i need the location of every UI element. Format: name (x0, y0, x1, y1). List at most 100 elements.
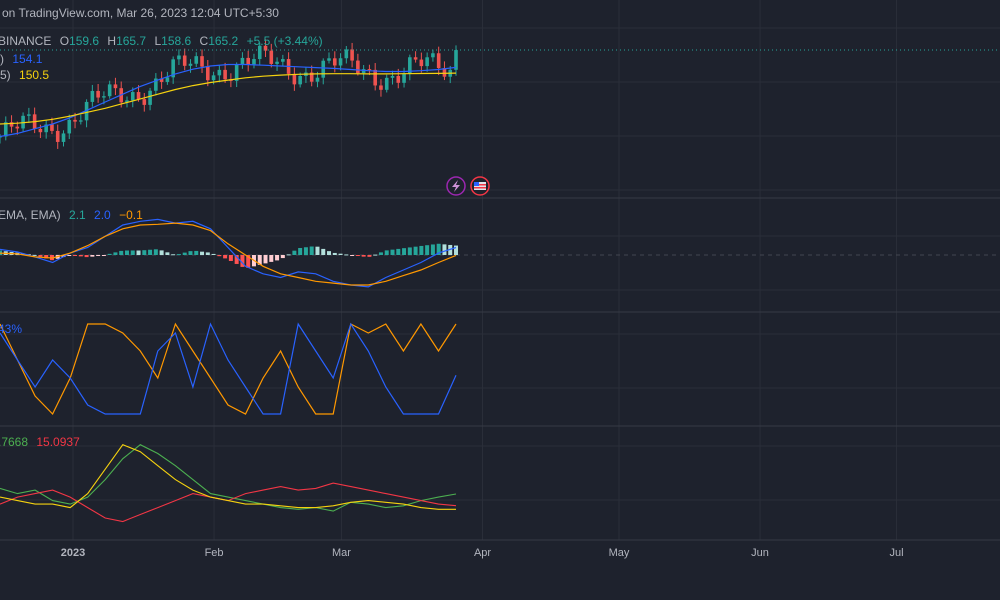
candle-body[interactable] (257, 45, 262, 60)
candle-body[interactable] (211, 75, 216, 81)
macd-hist-bar[interactable] (188, 251, 193, 255)
candle-body[interactable] (96, 90, 100, 98)
macd-hist-bar[interactable] (442, 244, 447, 255)
dmi-panel[interactable] (0, 444, 457, 523)
macd-hist-bar[interactable] (436, 243, 441, 255)
macd-hist-bar[interactable] (228, 255, 233, 261)
macd-hist-bar[interactable] (292, 250, 297, 255)
candle-body[interactable] (50, 124, 54, 131)
macd-hist-bar[interactable] (269, 255, 274, 262)
candle-body[interactable] (165, 77, 170, 82)
macd-hist-bar[interactable] (430, 244, 435, 255)
candle-body[interactable] (3, 122, 8, 137)
macd-hist-bar[interactable] (419, 245, 424, 255)
candle-body[interactable] (361, 69, 366, 74)
macd-hist-bar[interactable] (205, 252, 210, 255)
candle-body[interactable] (292, 73, 297, 85)
candle-body[interactable] (136, 92, 141, 100)
macd-hist-bar[interactable] (327, 251, 332, 255)
candle-body[interactable] (15, 126, 20, 129)
macd-hist-bar[interactable] (390, 249, 395, 255)
candle-body[interactable] (321, 60, 326, 78)
macd-hist-bar[interactable] (355, 255, 360, 256)
macd-hist-bar[interactable] (200, 251, 205, 255)
macd-hist-bar[interactable] (315, 246, 320, 255)
candle-body[interactable] (194, 56, 199, 64)
macd-hist-bar[interactable] (223, 255, 228, 259)
candle-body[interactable] (425, 57, 429, 67)
candle-body[interactable] (217, 69, 222, 76)
candle-body[interactable] (281, 59, 285, 62)
candle-body[interactable] (390, 75, 395, 78)
candle-body[interactable] (9, 122, 14, 127)
macd-hist-bar[interactable] (298, 247, 303, 255)
candle-body[interactable] (315, 77, 320, 82)
macd-hist-bar[interactable] (84, 255, 89, 258)
candle-body[interactable] (402, 73, 406, 83)
candle-body[interactable] (55, 130, 60, 142)
macd-hist-bar[interactable] (73, 255, 78, 256)
candle-body[interactable] (263, 45, 268, 51)
macd-hist-bar[interactable] (332, 252, 337, 255)
candle-body[interactable] (67, 119, 72, 134)
candle-body[interactable] (408, 57, 412, 74)
macd-hist-bar[interactable] (165, 252, 170, 255)
macd-hist-bar[interactable] (153, 249, 158, 255)
candle-body[interactable] (177, 55, 181, 60)
candle-body[interactable] (73, 119, 77, 122)
macd-hist-bar[interactable] (90, 255, 95, 257)
candle-body[interactable] (298, 75, 302, 85)
event-badges[interactable] (446, 176, 490, 196)
macd-hist-bar[interactable] (119, 250, 124, 255)
candle-body[interactable] (344, 49, 349, 59)
macd-hist-bar[interactable] (234, 255, 239, 264)
macd-hist-bar[interactable] (107, 253, 112, 255)
macd-panel[interactable] (0, 218, 1000, 288)
candle-body[interactable] (130, 92, 135, 101)
candle-body[interactable] (102, 96, 106, 98)
candle-body[interactable] (396, 75, 401, 83)
macd-hist-bar[interactable] (344, 254, 349, 256)
price-panel[interactable] (0, 39, 1000, 149)
macd-hist-bar[interactable] (373, 254, 378, 256)
candle-body[interactable] (171, 59, 175, 78)
macd-hist-bar[interactable] (44, 255, 49, 259)
macd-hist-bar[interactable] (176, 254, 181, 256)
candle-body[interactable] (0, 136, 2, 138)
candle-body[interactable] (148, 90, 152, 105)
macd-hist-bar[interactable] (286, 254, 291, 256)
candle-body[interactable] (275, 61, 279, 64)
candle-body[interactable] (252, 59, 256, 65)
candle-body[interactable] (142, 99, 147, 105)
candle-body[interactable] (413, 57, 418, 60)
candle-body[interactable] (125, 100, 129, 103)
macd-hist-bar[interactable] (142, 250, 147, 255)
candle-body[interactable] (90, 90, 95, 102)
macd-hist-bar[interactable] (257, 255, 262, 265)
macd-hist-bar[interactable] (101, 255, 106, 256)
candle-body[interactable] (338, 58, 343, 66)
macd-hist-bar[interactable] (217, 255, 222, 257)
macd-hist-bar[interactable] (171, 254, 176, 256)
macd-hist-bar[interactable] (78, 255, 83, 257)
candle-body[interactable] (27, 114, 31, 116)
candle-body[interactable] (38, 128, 43, 133)
macd-hist-bar[interactable] (413, 246, 418, 255)
candle-body[interactable] (61, 133, 66, 142)
candle-body[interactable] (431, 53, 435, 58)
macd-hist-bar[interactable] (350, 255, 355, 256)
candle-body[interactable] (356, 60, 360, 74)
candle-body[interactable] (234, 65, 239, 81)
macd-hist-bar[interactable] (275, 255, 280, 261)
macd-hist-bar[interactable] (136, 250, 141, 256)
candle-body[interactable] (454, 50, 458, 70)
macd-hist-bar[interactable] (303, 247, 308, 255)
macd-hist-bar[interactable] (425, 245, 430, 255)
candle-body[interactable] (205, 66, 210, 81)
macd-hist-bar[interactable] (378, 252, 383, 255)
candle-body[interactable] (269, 50, 274, 64)
candle-body[interactable] (44, 124, 48, 133)
candle-body[interactable] (200, 56, 204, 67)
macd-hist-bar[interactable] (384, 250, 389, 255)
